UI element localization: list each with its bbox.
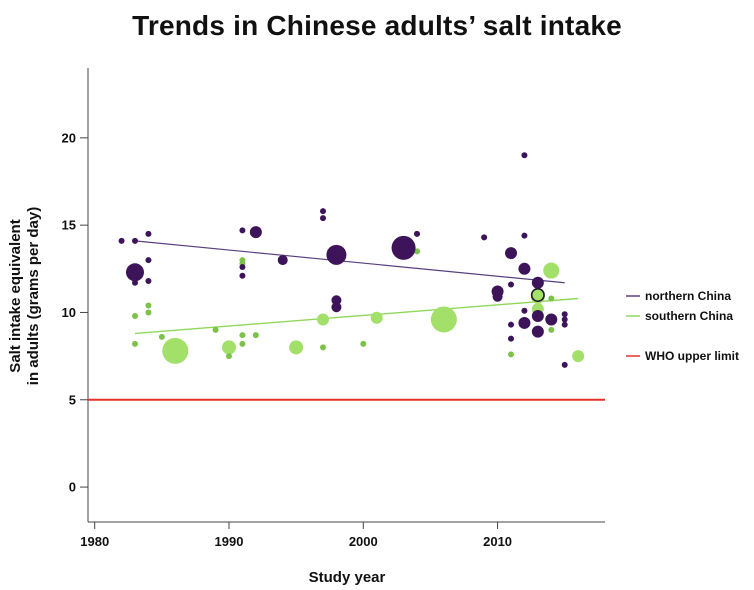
trend-lines (134, 240, 579, 335)
x-tick-label: 2000 (349, 534, 378, 549)
northern-point (545, 313, 558, 326)
y-tick-label: 5 (69, 392, 76, 407)
southern-point (360, 340, 367, 347)
southern-point (289, 340, 304, 355)
southern-point (320, 344, 326, 351)
northern-point (518, 262, 531, 275)
northern-point (118, 237, 125, 244)
southern-point (252, 332, 259, 339)
northern-point (132, 237, 138, 244)
northern-point (531, 276, 544, 289)
northern-point (561, 321, 568, 328)
northern-point (126, 263, 144, 282)
northern-point (239, 264, 246, 271)
y-tick-label: 10 (62, 305, 76, 320)
legend-label: northern China (645, 289, 731, 303)
southern-point (226, 353, 232, 360)
northern-point (518, 316, 531, 329)
chart-title: Trends in Chinese adults’ salt intake (132, 10, 622, 41)
chart-legend: northern China southern China WHO upper li… (626, 289, 739, 363)
northern-point (531, 309, 544, 322)
northern-point (508, 321, 514, 328)
northern-point (132, 279, 138, 286)
x-tick-label: 1980 (80, 534, 109, 549)
northern-point (521, 232, 528, 239)
northern-point (239, 272, 246, 279)
southern-point (132, 340, 138, 347)
northern-point (239, 227, 246, 234)
northern-point (561, 361, 568, 368)
y-tick-label: 0 (69, 480, 76, 495)
southern-point (145, 309, 152, 316)
y-axis-title-line: in adults (grams per day) (25, 207, 42, 385)
x-tick-label: 1990 (215, 534, 244, 549)
southern-point (548, 326, 555, 333)
northern-point (561, 316, 568, 323)
southern-point (239, 340, 246, 347)
chart-axes (80, 68, 605, 529)
northern-point (508, 335, 514, 342)
northern-point (331, 295, 342, 306)
southern-point (158, 333, 165, 340)
northern-point (249, 226, 262, 239)
legend-label: WHO upper limit (645, 349, 739, 363)
northern-point (145, 257, 152, 264)
southern-point (548, 295, 555, 302)
southern-point (145, 302, 152, 309)
southern-point (572, 350, 585, 363)
northern-point (320, 208, 326, 215)
southern-point (370, 311, 383, 324)
northern-point (391, 235, 416, 260)
northern-trend-line (134, 240, 565, 284)
y-axis-title: Salt intake equivalent in adults (grams p… (7, 207, 42, 385)
northern-point (505, 247, 517, 260)
axis-labels: 0 5 10 15 20 1980 1990 2000 2010 Study year Salt i… (7, 130, 512, 586)
southern-trend-line (134, 297, 579, 335)
northern-point (331, 302, 342, 313)
northern-point (481, 234, 488, 241)
northern-point (492, 291, 503, 302)
southern-point (531, 288, 545, 302)
y-tick-label: 15 (62, 218, 76, 233)
northern-point (326, 244, 347, 265)
northern-point (414, 230, 420, 237)
northern-point (277, 255, 288, 266)
x-axis-title: Study year (309, 569, 386, 586)
northern-point (531, 325, 544, 338)
northern-point (521, 152, 528, 159)
northern-point (521, 307, 528, 314)
northern-point (145, 278, 152, 285)
legend-label: southern China (645, 309, 733, 323)
southern-point (239, 332, 246, 339)
data-points (118, 152, 585, 368)
southern-point (414, 248, 420, 255)
northern-point (320, 215, 326, 222)
northern-point (561, 311, 568, 318)
southern-point (430, 306, 457, 333)
southern-point (162, 337, 189, 364)
x-tick-label: 2010 (483, 534, 512, 549)
northern-point (145, 230, 152, 237)
southern-point (508, 351, 514, 358)
southern-point (543, 262, 560, 279)
y-tick-label: 20 (62, 130, 76, 145)
southern-point (222, 340, 236, 355)
southern-point (212, 326, 219, 333)
northern-point (508, 281, 514, 288)
y-axis-title-line: Salt intake equivalent (7, 219, 24, 372)
southern-point (132, 312, 138, 319)
southern-point (317, 313, 329, 326)
